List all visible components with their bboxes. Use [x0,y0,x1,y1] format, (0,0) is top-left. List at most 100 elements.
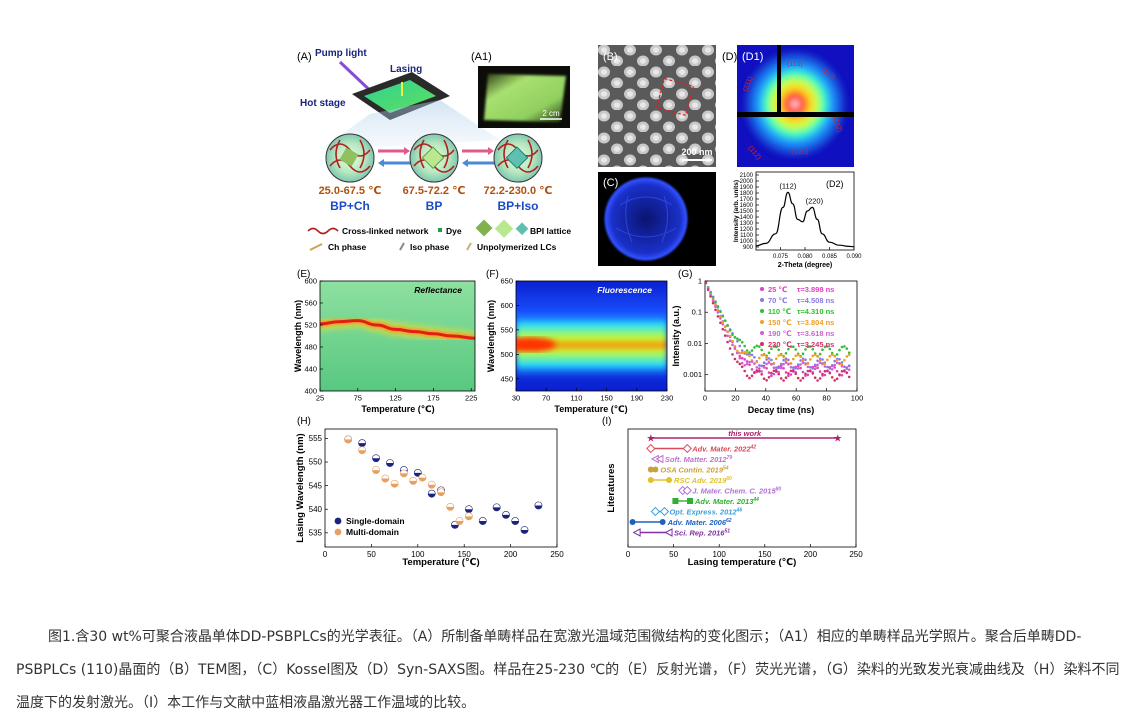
panel-e-label: (E) [297,269,310,280]
decay-point [716,311,720,314]
decay-point [777,370,780,374]
decay-point [818,352,822,356]
legend-unpoly: Unpolymerized LCs [477,242,557,252]
iso-swatch [399,242,405,251]
x-tick-label: 50 [669,550,678,559]
x-tick-label: 60 [792,394,800,403]
decay-point [740,356,744,360]
panel-f-label: (F) [486,269,499,280]
decay-point [811,367,815,370]
x-tick-label: 80 [822,394,830,403]
decay-point [770,362,773,366]
decay-point [726,324,729,327]
plot-frame [319,280,476,392]
saxs-pattern [743,50,847,158]
decay-point [758,364,761,367]
network-swatch [307,227,339,235]
y-tick-label: 1500 [740,209,754,215]
y-tick-label: 555 [309,434,323,443]
point-half-fill [386,462,394,467]
legend-marker [760,309,764,313]
range-marker: ★ [833,434,842,445]
decay-point [784,352,788,355]
panel-d-label: (D) [722,51,737,63]
range-marker [647,466,654,473]
decay-point [799,359,802,362]
decay-point [818,359,822,362]
decay-point [775,357,778,361]
decay-point [789,373,793,376]
x-tick-label: 200 [504,550,518,559]
legend-ch: Ch phase [328,242,367,252]
decay-point [770,371,773,375]
decay-point [775,369,778,373]
legend-tau: τ=3.245 ns [797,340,834,349]
decay-point [777,372,780,376]
decay-point [714,301,717,304]
decay-point [777,348,780,352]
decay-point [767,361,771,364]
decay-point [762,361,766,365]
decay-point [789,345,793,348]
decay-point [748,351,751,354]
literature-label: RSC Adv. 201960 [674,476,732,485]
decay-point [745,360,749,363]
y-axis-label: Lasing Wavelength (nm) [295,433,306,542]
decay-point [816,379,819,382]
decay-point [821,358,824,361]
decay-point [770,358,773,362]
point-half-fill [372,470,380,474]
decay-point [794,354,797,358]
decay-point [799,355,802,359]
x-tick-label: 100 [411,550,425,559]
decay-point [823,369,827,373]
decay-point [801,376,805,380]
literature-label: OSA Contin. 201954 [660,466,728,475]
x-axis-label: Temperature (℃) [361,404,434,414]
literature-label: Adv. Mater. 200662 [667,518,732,527]
peak-label: (112) [779,181,796,190]
decay-point [772,366,776,370]
decay-point [801,359,805,363]
chart-g: (G) 0.001 0.01 0.1 1 0 20 40 60 80 100 25 ℃ τ=3.898… [671,269,863,415]
decay-point [733,336,737,339]
decay-point [816,359,819,363]
decay-point [845,347,849,350]
decay-point [740,365,744,369]
point-half-fill [409,480,417,485]
range-marker [629,519,636,525]
decay-point [811,372,815,375]
literature-label: Sci. Rep. 201651 [674,529,730,538]
decay-point [745,374,749,378]
decay-point [833,354,836,358]
legend-label: 110 ℃ [768,307,791,316]
decay-point [733,357,737,361]
decay-point [809,366,812,369]
decay-point [765,367,768,370]
decay-point [818,377,822,380]
x-tick-label: 0.085 [822,254,838,260]
decay-point [816,366,819,370]
y-axis-label: Intensity (arb. units) [733,180,740,242]
decay-point [762,377,766,381]
saxs-spot-label: (110) [787,61,803,68]
x-tick-label: 175 [427,394,440,403]
decay-point [738,344,742,348]
decay-point [833,363,836,367]
bp-swatch [475,219,493,237]
decay-point [723,334,727,337]
decay-point [726,340,729,344]
decay-point [840,370,844,373]
point-half-fill [358,450,366,454]
decay-point [714,308,717,312]
decay-point [845,371,849,375]
decay-point [792,345,795,349]
decay-point [823,373,827,377]
decay-point [847,368,851,372]
decay-point [772,361,776,365]
point-half-fill [479,521,487,525]
decay-point [838,361,841,365]
decay-point [840,374,844,377]
phase-label: BP [426,199,443,213]
